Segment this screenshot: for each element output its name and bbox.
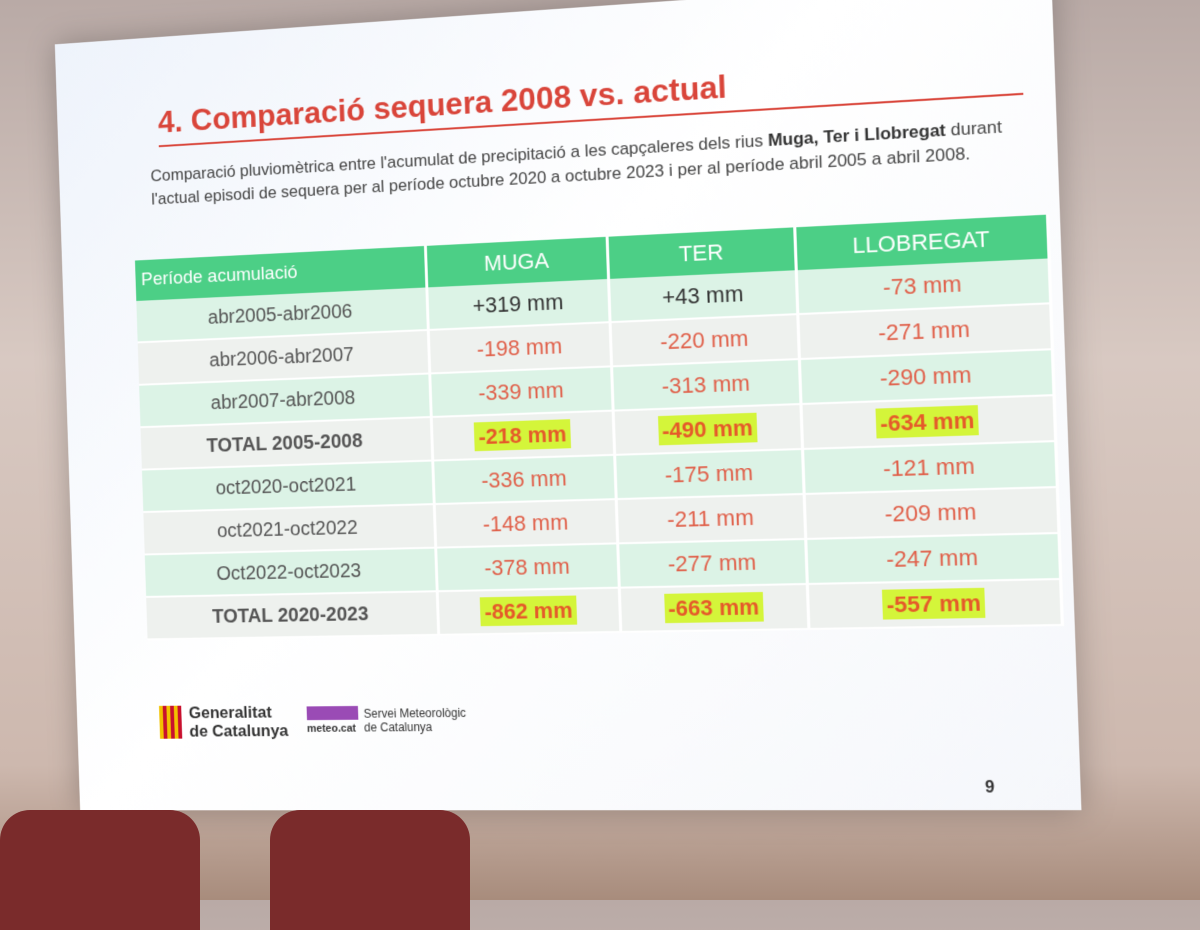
cell-text: -557 mm bbox=[881, 587, 986, 620]
cell-text: -271 mm bbox=[877, 316, 971, 346]
table-body: abr2005-abr2006 +319 mm +43 mm -73 mm abr200… bbox=[136, 258, 1063, 640]
chair bbox=[270, 810, 470, 930]
cell-text: -73 mm bbox=[882, 270, 963, 301]
value-cell: -313 mm bbox=[611, 359, 802, 411]
value-cell: -336 mm bbox=[432, 454, 617, 505]
value-cell: -247 mm bbox=[805, 533, 1061, 584]
flag-icon bbox=[158, 705, 183, 739]
cell-text: -247 mm bbox=[885, 544, 979, 573]
org-line: de Catalunya bbox=[189, 721, 289, 741]
cell-text: oct2020-oct2021 bbox=[215, 473, 357, 499]
cell-text: TOTAL 2020-2023 bbox=[211, 602, 369, 628]
cell-text: +319 mm bbox=[472, 289, 564, 319]
cell-text: -277 mm bbox=[667, 549, 757, 577]
cell-text: -218 mm bbox=[474, 419, 571, 452]
data-table: Període acumulació MUGA TER LLOBREGAT abr200… bbox=[134, 214, 1064, 641]
cell-text: -121 mm bbox=[882, 452, 976, 482]
value-cell: -220 mm bbox=[610, 314, 800, 367]
value-cell: -198 mm bbox=[428, 322, 612, 374]
slide: 4. Comparació sequera 2008 vs. actual Co… bbox=[54, 0, 1082, 811]
cell-text: -175 mm bbox=[664, 459, 754, 488]
cell-text: abr2006-abr2007 bbox=[208, 343, 355, 371]
cell-text: -211 mm bbox=[666, 504, 755, 533]
cell-text: Oct2022-oct2023 bbox=[216, 559, 362, 585]
value-cell: -490 mm bbox=[613, 404, 803, 455]
meteo-mark: meteo.cat bbox=[306, 705, 359, 736]
period-cell: oct2021-oct2022 bbox=[143, 504, 436, 555]
cell-text: -336 mm bbox=[480, 465, 568, 493]
cell-text: -378 mm bbox=[483, 553, 571, 581]
value-cell: -121 mm bbox=[802, 441, 1058, 494]
cell-text: -290 mm bbox=[879, 361, 972, 391]
service-line: de Catalunya bbox=[363, 720, 433, 735]
org-line: Generalitat bbox=[188, 702, 272, 723]
cell-text: +43 mm bbox=[661, 280, 744, 310]
service-line: Servei Meteorològic bbox=[363, 705, 467, 721]
footer: Generalitat de Catalunya meteo.cat Servei … bbox=[158, 701, 467, 741]
value-cell: -378 mm bbox=[435, 543, 620, 592]
cell-text: -663 mm bbox=[663, 591, 764, 624]
value-cell: -862 mm bbox=[437, 587, 621, 635]
org-name: Generalitat de Catalunya bbox=[188, 703, 288, 741]
cell-text: abr2007-abr2008 bbox=[210, 386, 356, 414]
cell-text: -198 mm bbox=[476, 333, 563, 362]
value-cell: -663 mm bbox=[619, 583, 810, 632]
chair bbox=[0, 810, 200, 930]
page-number: 9 bbox=[984, 778, 995, 797]
cell-text: -148 mm bbox=[482, 509, 569, 537]
cell-text: -313 mm bbox=[661, 370, 751, 399]
value-cell: -557 mm bbox=[807, 579, 1063, 629]
cell-text: -209 mm bbox=[884, 498, 977, 527]
value-cell: -634 mm bbox=[801, 395, 1056, 449]
cell-text: oct2021-oct2022 bbox=[216, 516, 358, 542]
value-cell: -277 mm bbox=[617, 538, 808, 588]
value-cell: -209 mm bbox=[804, 487, 1060, 539]
cell-text: -220 mm bbox=[659, 325, 749, 355]
cell-text: -634 mm bbox=[875, 405, 980, 439]
value-cell: -218 mm bbox=[431, 410, 615, 461]
value-cell: -339 mm bbox=[429, 366, 614, 417]
cell-text: -339 mm bbox=[477, 377, 565, 406]
period-cell: Oct2022-oct2023 bbox=[144, 547, 438, 597]
value-cell: -175 mm bbox=[614, 448, 805, 500]
value-cell: -211 mm bbox=[616, 493, 806, 544]
value-cell: -148 mm bbox=[434, 499, 618, 548]
cell-text: TOTAL 2005-2008 bbox=[206, 429, 363, 457]
meteo-logo: meteo.cat Servei Meteorològic de Catalunya bbox=[306, 705, 466, 736]
cell-text: -490 mm bbox=[657, 412, 758, 446]
generalitat-logo: Generalitat de Catalunya bbox=[158, 703, 289, 741]
period-cell: TOTAL 2020-2023 bbox=[146, 591, 439, 640]
cell-text: -862 mm bbox=[480, 595, 577, 627]
service-name: Servei Meteorològic de Catalunya bbox=[363, 706, 466, 735]
cell-text: abr2005-abr2006 bbox=[207, 300, 353, 329]
